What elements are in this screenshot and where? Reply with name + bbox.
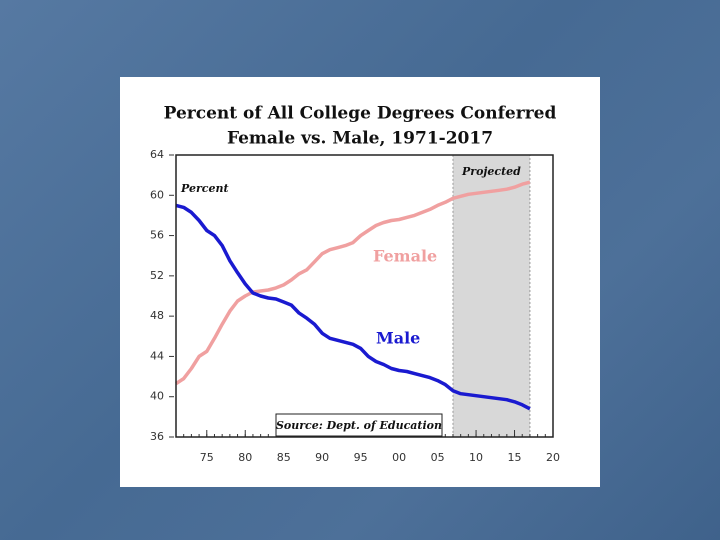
- x-tick-label: 10: [469, 451, 483, 464]
- y-tick-label: 60: [150, 188, 164, 201]
- y-tick-label: 48: [150, 309, 164, 322]
- plot-frame: [175, 154, 554, 438]
- y-tick-label: 44: [150, 349, 164, 362]
- x-tick-label: 75: [200, 451, 214, 464]
- chart-title: Percent of All College Degrees Conferred: [164, 104, 557, 124]
- x-tick-label: 85: [277, 451, 291, 464]
- projected-label: Projected: [461, 165, 521, 178]
- series-label: Male: [376, 329, 420, 348]
- x-tick-label: 80: [238, 451, 252, 464]
- y-tick-label: 64: [150, 148, 164, 161]
- series-line: [175, 203, 531, 411]
- y-axis-label: Percent: [180, 182, 229, 195]
- x-tick-label: 15: [508, 451, 522, 464]
- chart-subtitle: Female vs. Male, 1971-2017: [227, 129, 493, 149]
- x-tick-label: 05: [431, 451, 445, 464]
- y-tick-label: 56: [150, 229, 164, 242]
- y-tick-label: 52: [150, 269, 164, 282]
- x-tick-label: 90: [315, 451, 329, 464]
- projected-region: [452, 154, 531, 438]
- x-tick-label: 00: [392, 451, 406, 464]
- series-line: [175, 180, 531, 386]
- source-box: [275, 413, 443, 437]
- x-tick-label: 20: [546, 451, 560, 464]
- x-tick-label: 95: [354, 451, 368, 464]
- series-label: Female: [373, 247, 437, 266]
- y-tick-label: 36: [150, 430, 164, 443]
- source-note: Source: Dept. of Education: [276, 419, 442, 432]
- y-tick-label: 40: [150, 390, 164, 403]
